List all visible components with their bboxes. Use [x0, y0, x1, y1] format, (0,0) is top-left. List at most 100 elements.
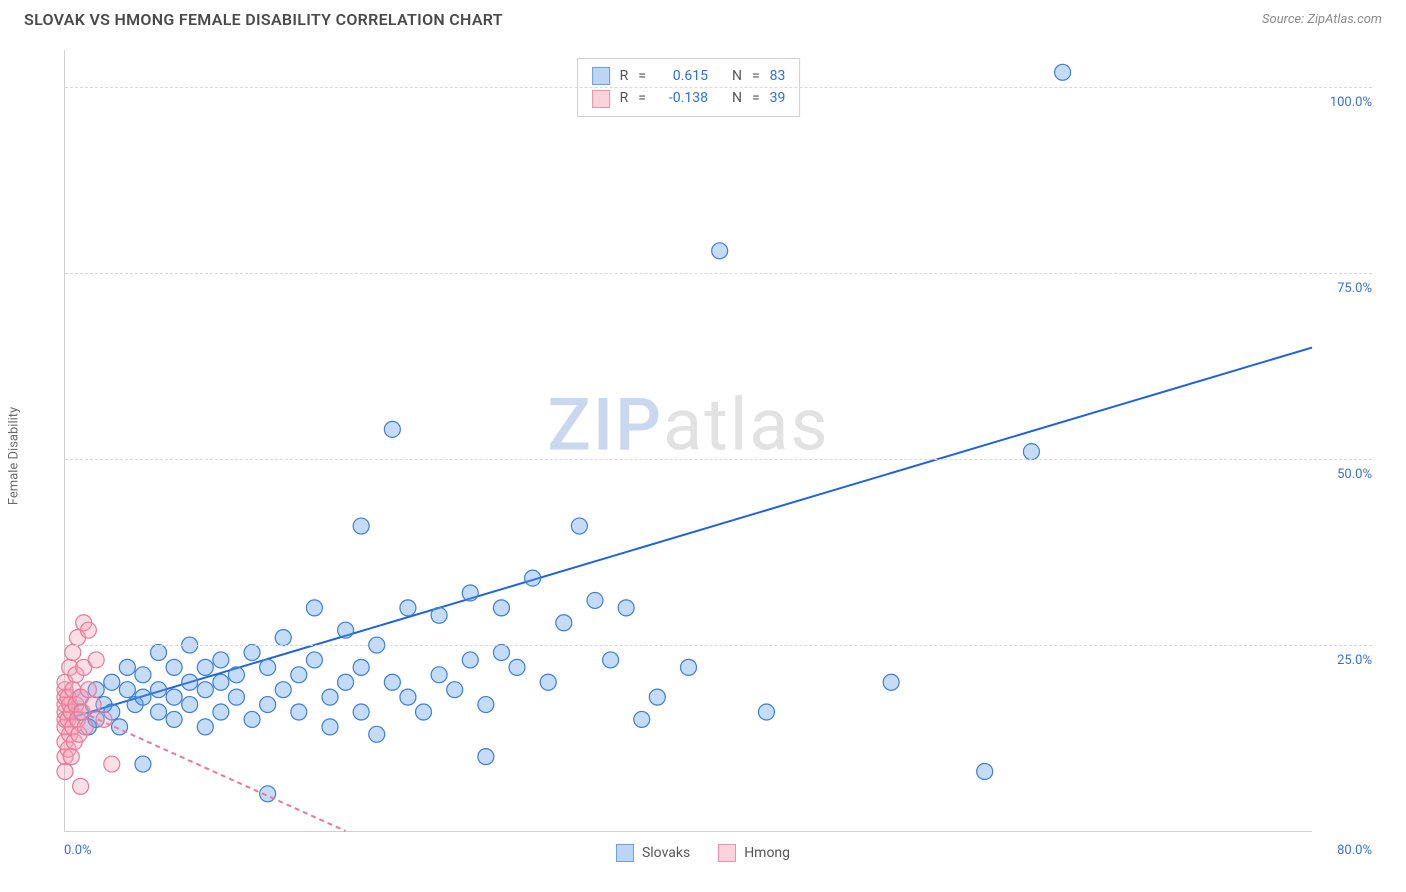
data-point: [151, 644, 167, 660]
data-point: [166, 689, 182, 705]
swatch-slovak-bottom: [616, 844, 634, 862]
data-point: [369, 726, 385, 742]
source-label: Source: ZipAtlas.com: [1262, 12, 1382, 27]
r-value-hmong: -0.138: [656, 87, 708, 109]
data-point: [493, 600, 509, 616]
data-point: [571, 518, 587, 534]
n-label: N: [732, 65, 742, 87]
chart-area: Female Disability ZIPatlas R = 0.615 N =…: [24, 40, 1382, 872]
data-point: [478, 697, 494, 713]
data-point: [338, 622, 354, 638]
data-point: [384, 674, 400, 690]
data-point: [260, 659, 276, 675]
data-point: [275, 682, 291, 698]
legend-row-slovak: R = 0.615 N = 83: [592, 65, 786, 87]
data-point: [447, 682, 463, 698]
data-point: [681, 659, 697, 675]
n-value-slovak: 83: [770, 65, 786, 87]
data-point: [1023, 444, 1039, 460]
data-point: [244, 711, 260, 727]
data-point: [104, 674, 120, 690]
data-point: [228, 667, 244, 683]
chart-header: SLOVAK VS HMONG FEMALE DISABILITY CORREL…: [0, 0, 1406, 35]
data-point: [213, 652, 229, 668]
eq-sign: =: [638, 65, 646, 87]
y-tick-label: 75.0%: [1337, 281, 1372, 296]
eq-sign-3: =: [638, 87, 646, 109]
data-point: [431, 667, 447, 683]
legend-label-slovak: Slovaks: [642, 845, 690, 861]
gridline: [65, 459, 1372, 460]
data-point: [540, 674, 556, 690]
data-point: [197, 719, 213, 735]
data-point: [291, 704, 307, 720]
legend-row-hmong: R = -0.138 N = 39: [592, 87, 786, 109]
data-point: [306, 652, 322, 668]
data-point: [197, 682, 213, 698]
data-point: [182, 697, 198, 713]
data-point: [85, 697, 101, 713]
data-point: [228, 689, 244, 705]
data-point: [88, 652, 104, 668]
chart-title: SLOVAK VS HMONG FEMALE DISABILITY CORREL…: [24, 10, 503, 29]
data-point: [73, 778, 89, 794]
data-point: [65, 644, 81, 660]
data-point: [119, 682, 135, 698]
data-point: [400, 600, 416, 616]
data-point: [80, 622, 96, 638]
swatch-hmong: [592, 90, 610, 108]
series-legend: Slovaks Hmong: [616, 844, 790, 862]
gridline: [65, 273, 1372, 274]
data-point: [166, 711, 182, 727]
y-tick-label: 100.0%: [1330, 95, 1372, 110]
data-point: [197, 659, 213, 675]
data-point: [244, 644, 260, 660]
data-point: [353, 518, 369, 534]
y-tick-label: 25.0%: [1337, 653, 1372, 668]
eq-sign-4: =: [752, 87, 760, 109]
data-point: [634, 711, 650, 727]
data-point: [587, 592, 603, 608]
n-value-hmong: 39: [770, 87, 786, 109]
data-point: [77, 719, 93, 735]
data-point: [96, 711, 112, 727]
data-point: [166, 659, 182, 675]
data-point: [478, 749, 494, 765]
data-point: [306, 600, 322, 616]
swatch-slovak: [592, 67, 610, 85]
data-point: [119, 659, 135, 675]
data-point: [384, 421, 400, 437]
data-point: [213, 674, 229, 690]
data-point: [213, 704, 229, 720]
x-max-label: 80.0%: [1337, 843, 1372, 858]
data-point: [63, 749, 79, 765]
gridline: [65, 645, 1372, 646]
legend-item-hmong: Hmong: [718, 844, 790, 862]
data-point: [80, 682, 96, 698]
data-point: [135, 689, 151, 705]
data-point: [104, 756, 120, 772]
data-point: [353, 659, 369, 675]
legend-item-slovak: Slovaks: [616, 844, 690, 862]
data-point: [400, 689, 416, 705]
gridline: [65, 87, 1372, 88]
data-point: [462, 585, 478, 601]
data-point: [977, 763, 993, 779]
r-label-2: R: [620, 87, 629, 109]
plot-svg: [65, 50, 1312, 831]
data-point: [462, 652, 478, 668]
data-point: [135, 667, 151, 683]
data-point: [182, 674, 198, 690]
data-point: [1055, 64, 1071, 80]
legend-label-hmong: Hmong: [744, 845, 790, 861]
x-origin-label: 0.0%: [64, 843, 92, 858]
data-point: [493, 644, 509, 660]
data-point: [260, 697, 276, 713]
data-point: [603, 652, 619, 668]
data-point: [416, 704, 432, 720]
data-point: [883, 674, 899, 690]
plot-region: ZIPatlas R = 0.615 N = 83 R = -0.138 N =…: [64, 50, 1312, 832]
data-point: [758, 704, 774, 720]
data-point: [135, 756, 151, 772]
y-tick-label: 50.0%: [1337, 467, 1372, 482]
